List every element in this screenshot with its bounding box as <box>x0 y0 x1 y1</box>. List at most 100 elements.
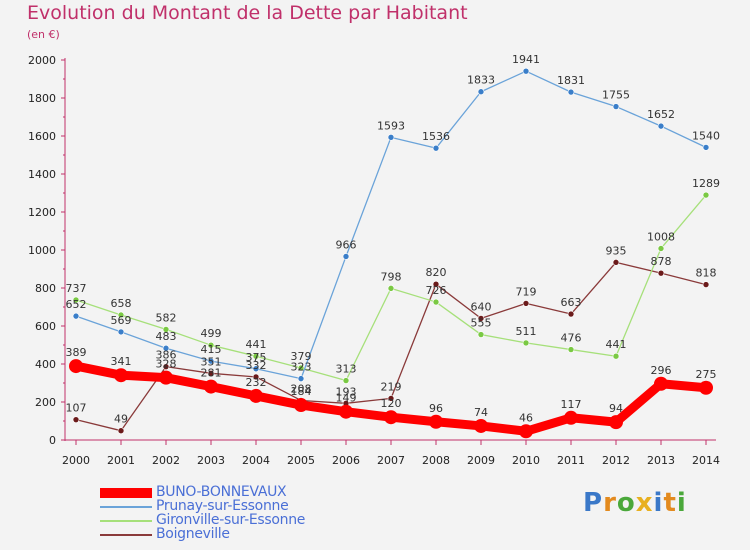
data-label: 94 <box>609 402 623 415</box>
chart-unit-label: (en €) <box>27 28 60 41</box>
data-point <box>117 328 125 336</box>
data-point <box>117 311 125 319</box>
y-tick-label: 1800 <box>28 92 56 105</box>
legend-label: Gironville-sur-Essonne <box>156 512 306 528</box>
y-tick-label: 0 <box>49 434 56 447</box>
legend-swatch <box>100 534 152 536</box>
legend-label: BUNO-BONNEVAUX <box>156 484 287 500</box>
data-point <box>432 280 440 288</box>
y-tick-label: 2000 <box>28 54 56 67</box>
data-label: 328 <box>156 358 177 371</box>
x-tick-label: 2012 <box>602 454 630 467</box>
x-tick-label: 2013 <box>647 454 675 467</box>
chart-title: Evolution du Montant de la Dette par Hab… <box>27 2 468 24</box>
data-point <box>207 357 215 365</box>
data-point <box>339 404 353 419</box>
data-point <box>204 379 218 394</box>
data-label: 719 <box>516 285 537 298</box>
data-label: 117 <box>561 398 582 411</box>
data-label: 1008 <box>647 230 675 243</box>
data-point <box>159 370 173 385</box>
data-point <box>387 395 395 402</box>
data-label: 499 <box>201 327 222 340</box>
data-point <box>522 67 530 75</box>
data-label: 966 <box>336 238 357 251</box>
data-point <box>387 285 395 292</box>
data-point <box>342 377 350 384</box>
x-tick-label: 2002 <box>152 454 180 467</box>
data-point <box>432 144 440 152</box>
legend-swatch <box>100 506 152 508</box>
data-label: 935 <box>606 244 627 257</box>
data-point <box>342 253 350 260</box>
data-point <box>477 331 485 338</box>
data-label: 313 <box>336 363 357 376</box>
data-label: 726 <box>426 284 447 297</box>
data-point <box>522 339 530 347</box>
data-point <box>69 359 83 374</box>
x-tick-label: 2011 <box>557 454 585 467</box>
data-label: 193 <box>336 385 357 398</box>
x-tick-label: 2003 <box>197 454 225 467</box>
data-point <box>612 103 620 110</box>
y-tick-label: 1000 <box>28 244 56 257</box>
data-point <box>657 269 665 277</box>
data-point <box>162 344 170 352</box>
data-point <box>72 416 80 423</box>
data-point <box>609 415 623 430</box>
data-point <box>249 388 263 403</box>
x-tick-label: 2001 <box>107 454 135 467</box>
data-label: 49 <box>114 413 128 426</box>
data-label: 219 <box>381 380 402 393</box>
data-label: 149 <box>336 392 357 405</box>
data-point <box>252 373 260 381</box>
data-point <box>654 376 668 391</box>
data-label: 232 <box>246 376 267 389</box>
x-tick-label: 2014 <box>692 454 720 467</box>
data-label: 441 <box>246 338 267 351</box>
data-point <box>384 410 398 425</box>
data-label: 296 <box>651 364 672 377</box>
data-label: 74 <box>474 406 488 419</box>
data-label: 275 <box>696 368 717 381</box>
data-label: 107 <box>66 402 87 415</box>
data-point <box>294 398 308 413</box>
data-label: 184 <box>291 385 312 398</box>
data-label: 820 <box>426 266 447 279</box>
data-label: 476 <box>561 332 582 345</box>
data-point <box>474 418 488 433</box>
data-label: 441 <box>606 338 627 351</box>
data-label: 208 <box>291 382 312 395</box>
data-label: 1289 <box>692 177 720 190</box>
data-point <box>567 88 575 96</box>
data-point <box>207 341 215 349</box>
data-label: 1593 <box>377 119 405 132</box>
data-label: 341 <box>111 355 132 368</box>
data-point <box>657 245 665 252</box>
data-label: 483 <box>156 330 177 343</box>
data-label: 323 <box>291 361 312 374</box>
x-tick-label: 2007 <box>377 454 405 467</box>
data-point <box>612 259 620 266</box>
data-point <box>699 380 713 395</box>
line-chart: 0 200 400 600 800 1000 1200 1400 1600 1800 2000 200… <box>28 53 720 467</box>
data-label: 878 <box>651 255 672 268</box>
data-point <box>522 300 530 307</box>
y-tick-label: 1600 <box>28 130 56 143</box>
data-point <box>297 364 305 372</box>
data-point <box>162 326 170 333</box>
y-tick-label: 600 <box>35 320 56 333</box>
data-label: 375 <box>246 351 267 364</box>
data-label: 379 <box>291 350 312 363</box>
data-point <box>564 410 578 425</box>
data-label: 511 <box>516 325 537 338</box>
data-point <box>477 315 485 322</box>
y-tick-label: 1200 <box>28 206 56 219</box>
legend-label: Boigneville <box>156 526 230 542</box>
data-label: 1652 <box>647 108 675 121</box>
data-point <box>297 375 305 382</box>
data-label: 652 <box>66 298 87 311</box>
legend-label: Prunay-sur-Essonne <box>156 498 289 514</box>
data-point <box>567 346 575 353</box>
